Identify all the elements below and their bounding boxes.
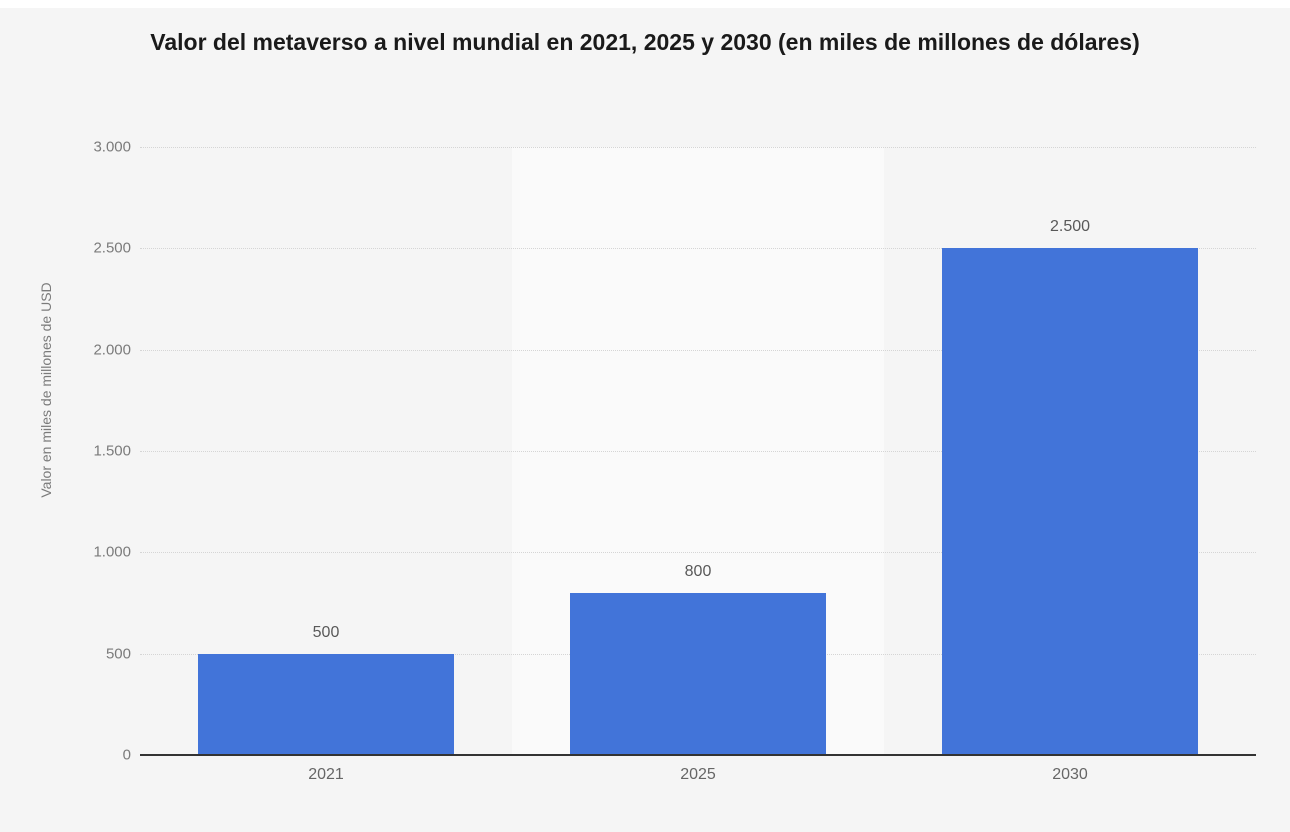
gridline: [140, 147, 1256, 148]
bar-value-label: 2.500: [1049, 218, 1091, 236]
y-tick-label: 0: [122, 746, 131, 764]
gridline: [140, 552, 1256, 554]
x-tick-label: 2030: [1052, 766, 1088, 783]
bar: [198, 653, 454, 755]
x-axis-line: [140, 754, 1256, 756]
bar: [942, 248, 1198, 755]
bar-value-label: 800: [684, 562, 712, 580]
y-tick-label: 1.000: [93, 543, 131, 561]
plot-area: 0 500 1.000 1.500 2.000 2.500 3.000 500 2021 800 2…: [93, 139, 1256, 783]
y-tick-label: 2.500: [93, 239, 131, 257]
gridline: [140, 248, 1256, 250]
chart-title: Valor del metaverso a nivel mundial en 2…: [150, 29, 1140, 55]
gridline: [140, 349, 1256, 351]
y-axis-title: Valor en miles de millones de USD: [38, 282, 54, 498]
y-tick-label: 3.000: [93, 138, 131, 156]
gridline: [140, 451, 1256, 452]
y-tick-label: 2.000: [93, 341, 131, 359]
x-tick-label: 2021: [308, 766, 344, 783]
top-strip: [0, 0, 1290, 8]
bar-value-label: 500: [312, 623, 340, 641]
y-tick-label: 1.500: [93, 442, 131, 460]
x-tick-label: 2025: [680, 766, 716, 783]
bar: [570, 592, 826, 755]
y-tick-label: 500: [105, 645, 131, 663]
